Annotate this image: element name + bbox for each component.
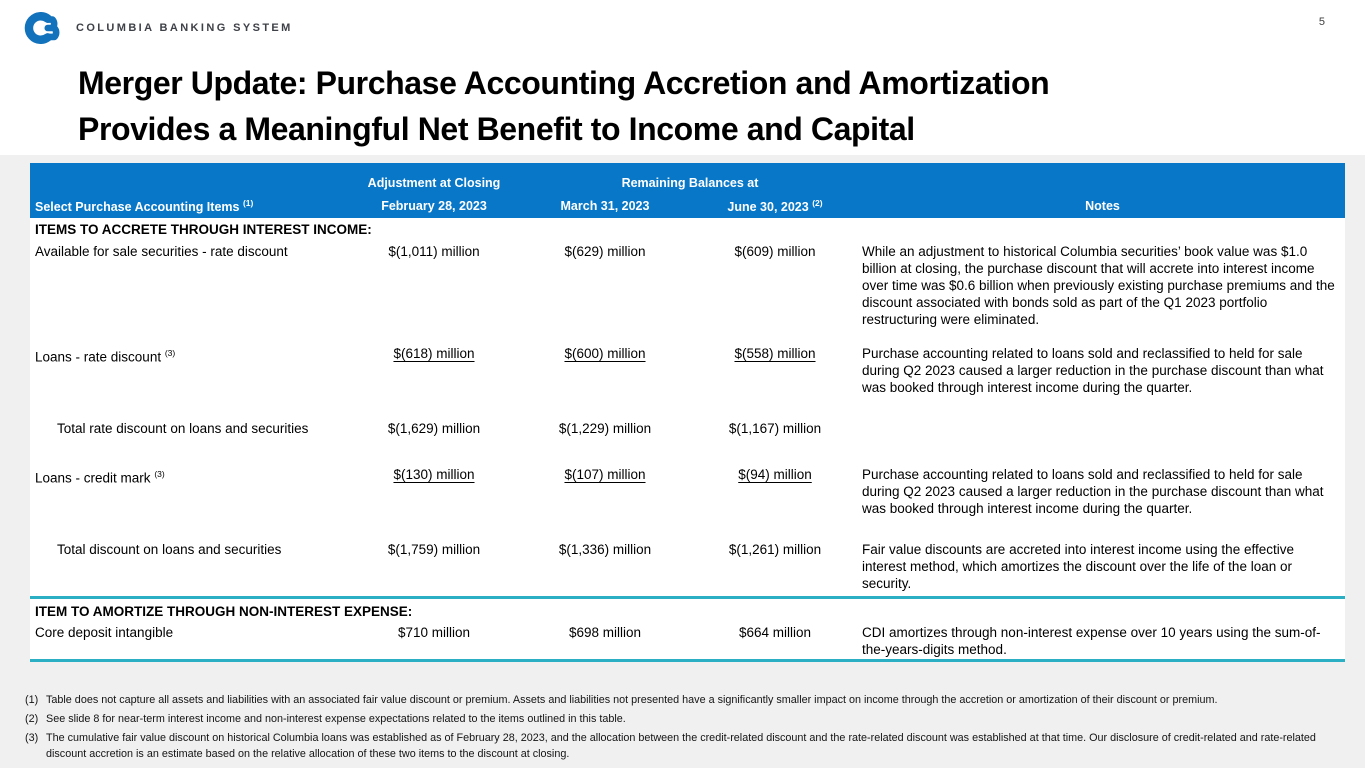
- table-row-core-deposit-intangible: Core deposit intangible $710 million $69…: [30, 624, 1345, 659]
- table-row-loans-credit-mark: Loans - credit mark (3) $(130) million $…: [30, 466, 1345, 541]
- table-row-afs-rate-discount: Available for sale securities - rate dis…: [30, 243, 1345, 345]
- footnote-ref-3: (3): [154, 469, 165, 479]
- value-jun: $(94) million: [738, 467, 812, 482]
- footnote-number: (3): [25, 732, 39, 744]
- value-feb: $(1,011) million: [388, 244, 480, 259]
- value-mar: $(1,336) million: [558, 542, 652, 557]
- row-label: Loans - credit mark (3): [35, 469, 165, 486]
- group-header-adjustment: Adjustment at Closing: [367, 176, 501, 190]
- column-header-feb: February 28, 2023: [381, 199, 487, 213]
- value-mar: $(107) million: [564, 467, 646, 482]
- row-note: CDI amortizes through non-interest expen…: [862, 625, 1321, 657]
- row-label: Total rate discount on loans and securit…: [57, 421, 309, 436]
- slide-title-line1: Merger Update: Purchase Accounting Accre…: [78, 65, 1050, 101]
- value-feb: $(1,629) million: [387, 421, 481, 436]
- value-jun: $(1,261) million: [728, 542, 822, 557]
- row-note: Purchase accounting related to loans sol…: [862, 467, 1324, 516]
- row-note: [860, 420, 1345, 466]
- slide-title-line2: Provides a Meaningful Net Benefit to Inc…: [78, 111, 915, 147]
- page-number: 5: [1318, 16, 1325, 28]
- table-header: Adjustment at Closing Remaining Balances…: [30, 163, 1345, 218]
- column-header-items: Select Purchase Accounting Items (1): [35, 197, 254, 215]
- row-note: While an adjustment to historical Columb…: [862, 244, 1335, 327]
- footnote-3: (3) The cumulative fair value discount o…: [25, 730, 1350, 762]
- footnote-number: (1): [25, 694, 39, 706]
- section-header-amortize: ITEM TO AMORTIZE THROUGH NON-INTEREST EX…: [35, 604, 413, 619]
- table-row-loans-rate-discount: Loans - rate discount (3) $(618) million…: [30, 345, 1345, 420]
- table-column-header-row: Select Purchase Accounting Items (1) Feb…: [30, 196, 1345, 216]
- row-note: Purchase accounting related to loans sol…: [862, 346, 1324, 395]
- footnote-number: (2): [25, 713, 39, 725]
- table-bottom-divider: [30, 659, 1345, 662]
- footnote-2: (2) See slide 8 for near-term interest i…: [25, 711, 1350, 727]
- table-group-header-row: Adjustment at Closing Remaining Balances…: [30, 170, 1345, 196]
- footnote-ref-1: (1): [242, 197, 254, 208]
- footnote-text: The cumulative fair value discount on hi…: [46, 732, 1316, 760]
- value-feb: $(1,759) million: [387, 542, 481, 557]
- value-jun: $(1,167) million: [728, 421, 822, 436]
- column-header-notes: Notes: [1085, 199, 1120, 213]
- row-label: Available for sale securities - rate dis…: [35, 244, 288, 259]
- row-label: Core deposit intangible: [35, 625, 174, 640]
- footnotes: (1) Table does not capture all assets an…: [25, 692, 1350, 765]
- footnote-1: (1) Table does not capture all assets an…: [25, 692, 1350, 708]
- value-feb: $(618) million: [393, 346, 475, 361]
- row-note: Fair value discounts are accreted into i…: [862, 542, 1294, 591]
- row-label: Total discount on loans and securities: [57, 542, 282, 557]
- purchase-accounting-table: Adjustment at Closing Remaining Balances…: [30, 163, 1345, 662]
- value-mar: $(1,229) million: [558, 421, 652, 436]
- table-row-total-rate-discount: Total rate discount on loans and securit…: [30, 420, 1345, 466]
- company-logo: COLUMBIA BANKING SYSTEM: [22, 12, 293, 44]
- cb-monogram-icon: [24, 12, 60, 44]
- value-jun: $664 million: [738, 625, 812, 640]
- value-feb: $710 million: [397, 625, 471, 640]
- value-mar: $(629) million: [564, 244, 646, 259]
- footnote-ref-3: (3): [164, 348, 176, 358]
- table-row-total-discount: Total discount on loans and securities $…: [30, 541, 1345, 596]
- value-mar: $698 million: [568, 625, 642, 640]
- company-name: COLUMBIA BANKING SYSTEM: [76, 22, 293, 34]
- section-divider: [30, 596, 1345, 599]
- column-header-mar: March 31, 2023: [560, 199, 650, 213]
- footnote-text: See slide 8 for near-term interest incom…: [46, 713, 626, 725]
- section-header-accrete: ITEMS TO ACCRETE THROUGH INTEREST INCOME…: [35, 222, 372, 237]
- column-header-jun: June 30, 2023 (2): [727, 197, 823, 215]
- group-header-remaining: Remaining Balances at: [621, 176, 759, 190]
- value-jun: $(609) million: [734, 244, 816, 259]
- footnote-text: Table does not capture all assets and li…: [46, 694, 1218, 706]
- value-mar: $(600) million: [564, 346, 646, 361]
- value-jun: $(558) million: [734, 346, 816, 361]
- row-label: Loans - rate discount (3): [35, 348, 176, 365]
- slide-title: Merger Update: Purchase Accounting Accre…: [78, 60, 1278, 152]
- footnote-ref-2: (2): [812, 197, 823, 208]
- value-feb: $(130) million: [393, 467, 475, 482]
